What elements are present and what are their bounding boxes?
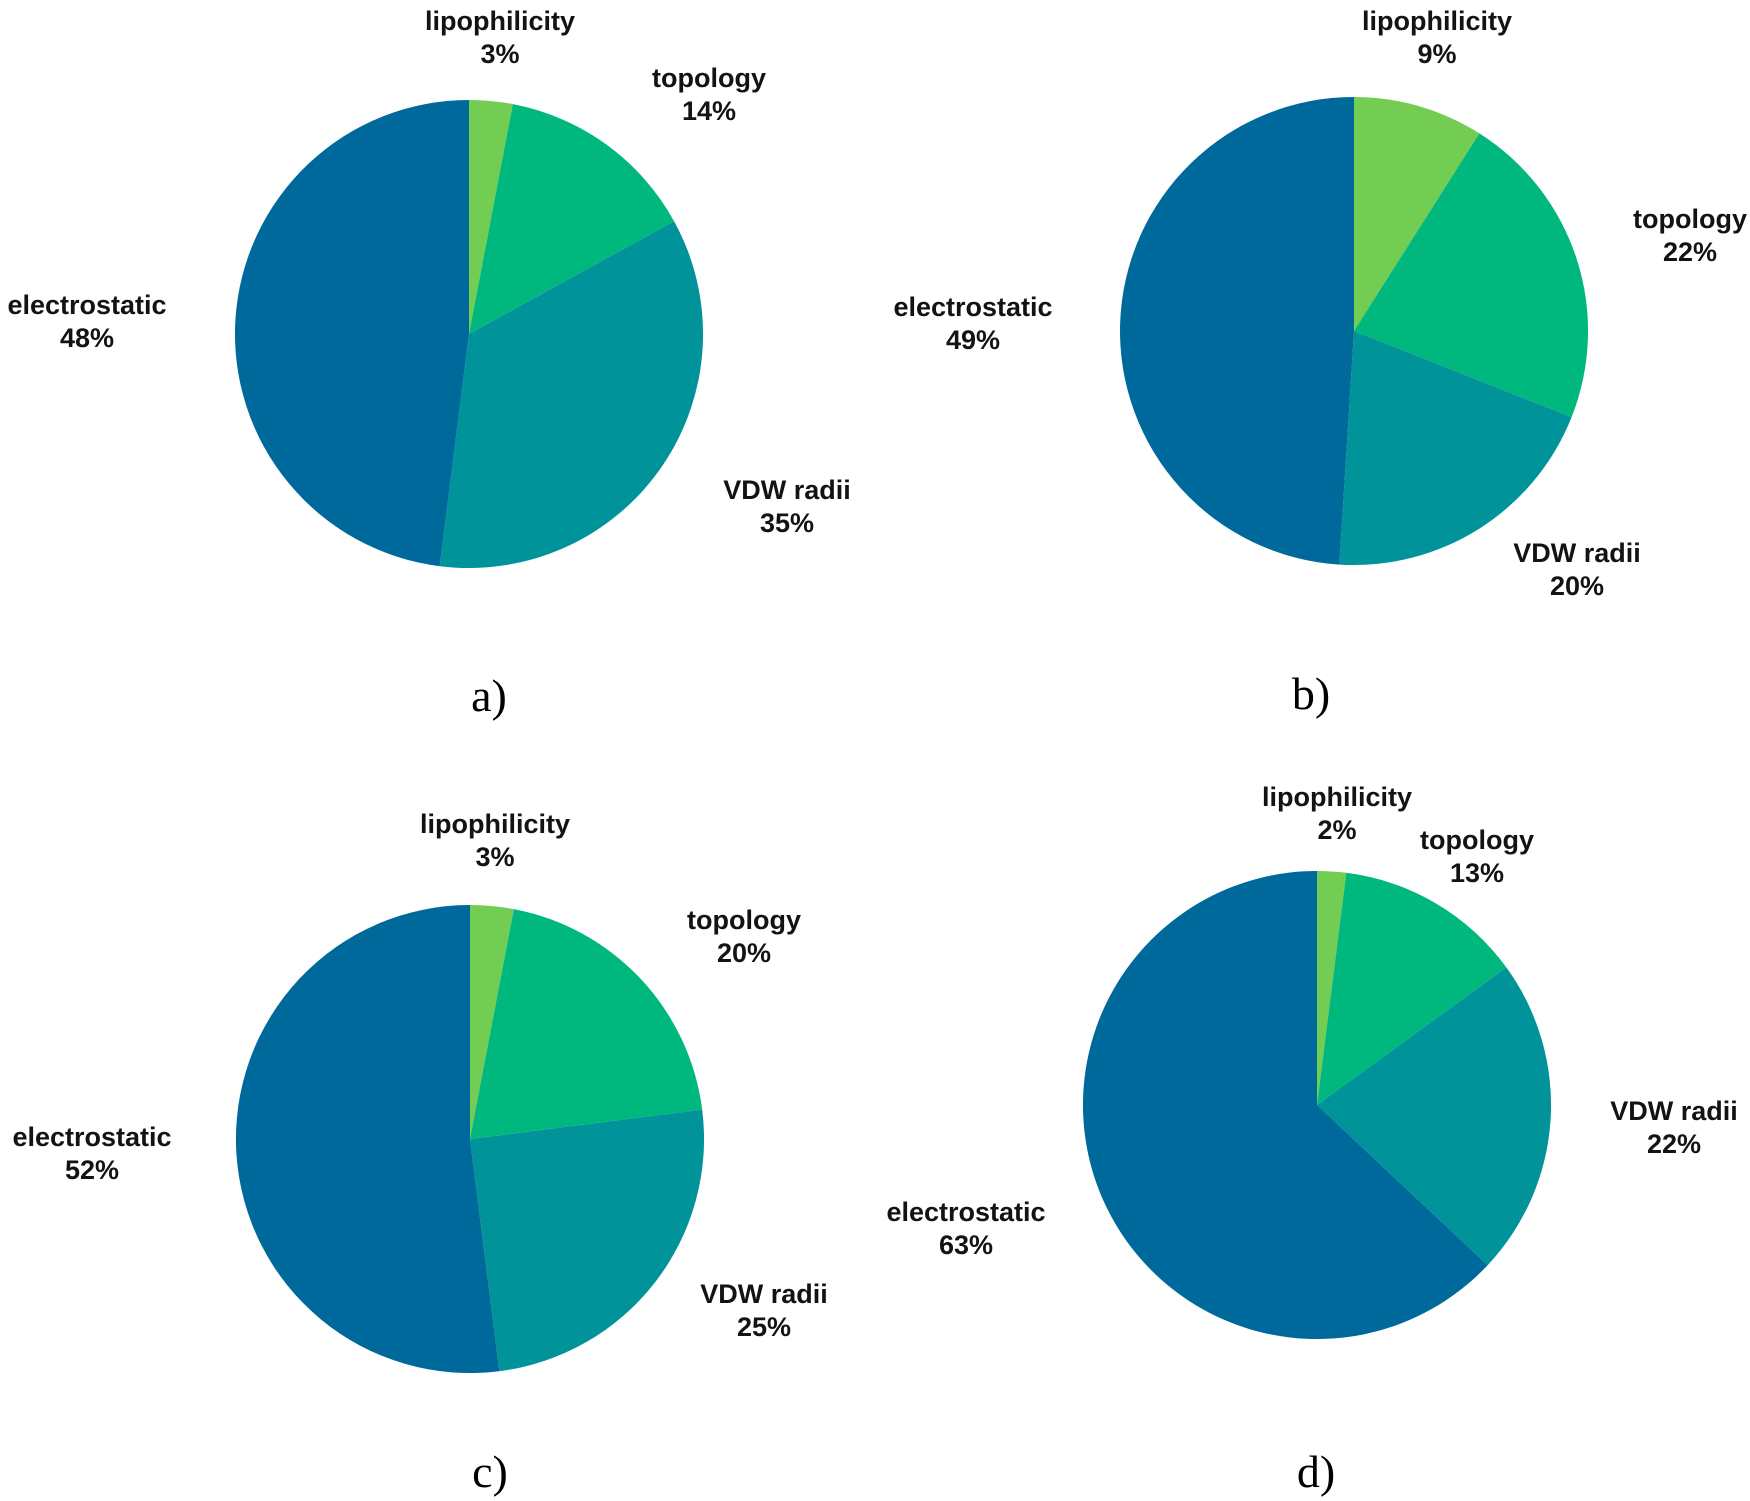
pie-slice-lipophilicity	[469, 99, 513, 335]
panel-letter-a: a)	[471, 670, 507, 721]
pie-slice-lipophilicity	[470, 904, 514, 1139]
slice-label-name: electrostatic	[12, 1122, 172, 1152]
slice-label-value: 20%	[716, 938, 772, 968]
pie-slice-electrostatic	[1120, 96, 1354, 565]
slice-label-electrostatic-a: electrostatic 48%	[7, 289, 166, 355]
slice-label-name: electrostatic	[7, 290, 167, 320]
slice-label-topology-a: topology 14%	[652, 62, 766, 128]
slice-label-vdw-radii-d: VDW radii 22%	[1610, 1095, 1738, 1161]
slice-label-electrostatic-c: electrostatic 52%	[12, 1121, 171, 1187]
slice-label-value: 63%	[938, 1230, 994, 1260]
slice-label-value: 35%	[759, 508, 815, 538]
slice-label-value: 22%	[1646, 1129, 1702, 1159]
slice-label-vdw-radii-a: VDW radii 35%	[723, 474, 851, 540]
slice-label-name: VDW radii	[1513, 538, 1641, 568]
slice-label-name: lipophilicity	[424, 6, 576, 36]
slice-label-value: 9%	[1417, 39, 1457, 69]
panel-letter-d: d)	[1296, 1446, 1336, 1497]
slice-label-value: 20%	[1549, 571, 1605, 601]
slice-label-value: 3%	[475, 842, 515, 872]
pie-slice-vdw_radii	[1317, 967, 1552, 1266]
slice-label-name: VDW radii	[700, 1279, 828, 1309]
slice-label-name: topology	[1420, 825, 1534, 855]
slice-label-lipophilicity-b: lipophilicity 9%	[1362, 5, 1512, 71]
slice-label-name: VDW radii	[1610, 1096, 1738, 1126]
slice-label-vdw-radii-b: VDW radii 20%	[1513, 537, 1641, 603]
slice-label-electrostatic-d: electrostatic 63%	[886, 1196, 1045, 1262]
slice-label-electrostatic-b: electrostatic 49%	[893, 291, 1052, 357]
pie-slice-electrostatic	[234, 99, 469, 567]
slice-label-topology-c: topology 20%	[687, 904, 801, 970]
slice-label-lipophilicity-a: lipophilicity 3%	[425, 5, 575, 71]
slice-label-lipophilicity-d: lipophilicity 2%	[1262, 781, 1412, 847]
slice-label-name: topology	[1633, 204, 1747, 234]
slice-label-value: 2%	[1317, 815, 1357, 845]
pie-slice-topology	[1354, 133, 1589, 418]
slice-label-value: 3%	[480, 39, 520, 69]
slice-label-name: VDW radii	[723, 475, 851, 505]
slice-label-value: 48%	[59, 323, 115, 353]
slice-label-name: topology	[687, 905, 801, 935]
slice-label-name: topology	[652, 63, 766, 93]
pie-chart-c	[235, 904, 705, 1374]
slice-label-name: lipophilicity	[1261, 782, 1413, 812]
slice-label-name: electrostatic	[886, 1197, 1046, 1227]
pie-slice-vdw_radii	[1339, 331, 1572, 566]
pie-slice-lipophilicity	[1317, 870, 1347, 1105]
slice-label-topology-d: topology 13%	[1420, 824, 1534, 890]
pie-slice-vdw_radii	[439, 221, 704, 569]
pie-chart-b	[1120, 96, 1589, 566]
slice-label-name: electrostatic	[893, 292, 1053, 322]
pie-chart-a	[234, 99, 704, 569]
slice-label-value: 22%	[1662, 237, 1718, 267]
slice-label-value: 14%	[681, 96, 737, 126]
pie-chart-d	[1082, 870, 1552, 1340]
pie-slice-electrostatic	[235, 904, 500, 1374]
slice-label-value: 13%	[1449, 858, 1505, 888]
pie-slice-topology	[1317, 872, 1507, 1105]
slice-label-lipophilicity-c: lipophilicity 3%	[420, 808, 570, 874]
slice-label-topology-b: topology 22%	[1633, 203, 1747, 269]
slice-label-name: lipophilicity	[419, 809, 571, 839]
slice-label-name: lipophilicity	[1361, 6, 1513, 36]
pie-slice-topology	[470, 909, 703, 1139]
slice-label-value: 52%	[64, 1155, 120, 1185]
pie-slice-topology	[469, 104, 675, 334]
slice-label-value: 25%	[736, 1312, 792, 1342]
slice-label-vdw-radii-c: VDW radii 25%	[700, 1278, 828, 1344]
pie-slice-lipophilicity	[1354, 96, 1480, 331]
slice-label-value: 49%	[945, 325, 1001, 355]
panel-letter-b: b)	[1291, 668, 1331, 719]
panel-letter-c: c)	[472, 1446, 508, 1497]
pie-slice-vdw_radii	[470, 1109, 705, 1372]
pie-slice-electrostatic	[1082, 870, 1488, 1340]
